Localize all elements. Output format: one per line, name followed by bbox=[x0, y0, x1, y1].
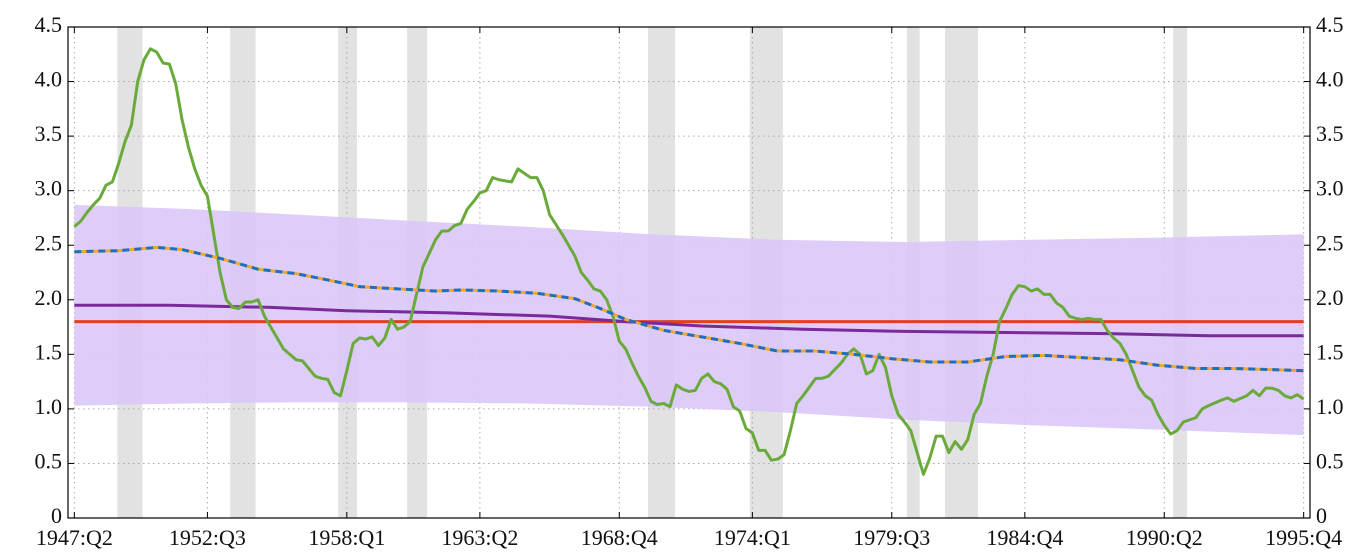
x-tick-label: 1958:Q1 bbox=[308, 525, 385, 550]
y2-tick-label: 0.5 bbox=[1316, 448, 1344, 473]
line bbox=[74, 245, 1304, 373]
x-tick-label: 1984:Q4 bbox=[986, 525, 1063, 550]
x-tick-label: 1952:Q3 bbox=[169, 525, 246, 550]
y-tick-label: 0.5 bbox=[35, 448, 63, 473]
y2-tick-label: 1.0 bbox=[1316, 394, 1344, 419]
y2-tick-label: 0 bbox=[1316, 503, 1327, 528]
x-tick-label: 1968:Q4 bbox=[581, 525, 658, 550]
line bbox=[74, 303, 1304, 338]
y-tick-label: 4.5 bbox=[35, 12, 63, 37]
y-tick-label: 3.0 bbox=[35, 176, 63, 201]
y2-tick-label: 4.0 bbox=[1316, 67, 1344, 92]
y-tick-label: 2.5 bbox=[35, 230, 63, 255]
plot-frame bbox=[67, 26, 1311, 519]
x-tick-label: 1963:Q2 bbox=[441, 525, 518, 550]
y2-tick-label: 3.5 bbox=[1316, 121, 1344, 146]
x-tick-label: 1974:Q1 bbox=[714, 525, 791, 550]
y-tick-label: 1.0 bbox=[35, 394, 63, 419]
x-tick-label: 1995:Q4 bbox=[1265, 525, 1342, 550]
x-tick-label: 1990:Q2 bbox=[1126, 525, 1203, 550]
x-tick-label: 1947:Q2 bbox=[36, 525, 113, 550]
y-tick-label: 1.5 bbox=[35, 339, 63, 364]
x-tick-label: 1979:Q3 bbox=[853, 525, 930, 550]
y-tick-label: 3.5 bbox=[35, 121, 63, 146]
band bbox=[74, 204, 1304, 436]
y-tick-label: 2.0 bbox=[35, 285, 63, 310]
y-tick-label: 4.0 bbox=[35, 67, 63, 92]
y-tick-label: 0 bbox=[51, 503, 62, 528]
y2-tick-label: 3.0 bbox=[1316, 176, 1344, 201]
line bbox=[73, 47, 1305, 476]
y2-tick-label: 2.5 bbox=[1316, 230, 1344, 255]
y2-tick-label: 2.0 bbox=[1316, 285, 1344, 310]
y2-tick-label: 1.5 bbox=[1316, 339, 1344, 364]
y2-tick-label: 4.5 bbox=[1316, 12, 1344, 37]
